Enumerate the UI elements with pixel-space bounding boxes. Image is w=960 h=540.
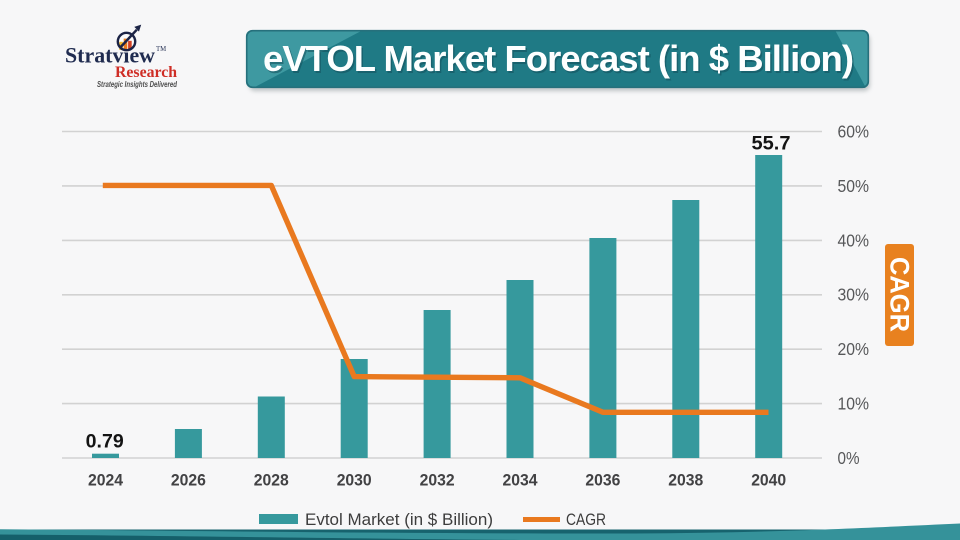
svg-text:2024: 2024 <box>88 471 123 490</box>
svg-text:Stratview: Stratview <box>65 42 155 67</box>
svg-text:2036: 2036 <box>585 471 620 490</box>
svg-text:eVTOL Market Forecast (in $ Bi: eVTOL Market Forecast (in $ Billion) <box>263 38 854 79</box>
svg-text:0%: 0% <box>838 448 860 468</box>
svg-text:30%: 30% <box>838 285 870 305</box>
svg-text:TM: TM <box>156 46 166 53</box>
svg-text:40%: 40% <box>838 230 870 250</box>
svg-text:eVTOL Market Forecast (in $ Bi: eVTOL Market Forecast (in $ Billion) <box>265 40 856 81</box>
svg-text:20%: 20% <box>838 339 870 359</box>
svg-text:CAGR: CAGR <box>566 510 606 529</box>
svg-text:2040: 2040 <box>751 471 786 490</box>
svg-text:2028: 2028 <box>254 471 289 490</box>
svg-text:0.79: 0.79 <box>86 431 124 453</box>
svg-text:2026: 2026 <box>171 471 206 490</box>
svg-text:2030: 2030 <box>337 471 372 490</box>
svg-text:Strategic Insights Delivered: Strategic Insights Delivered <box>97 79 178 89</box>
svg-text:CAGR: CAGR <box>885 257 915 332</box>
svg-text:2032: 2032 <box>420 471 455 490</box>
svg-text:Research: Research <box>115 64 177 81</box>
svg-text:2038: 2038 <box>668 471 703 490</box>
svg-text:55.7: 55.7 <box>752 133 791 155</box>
svg-text:Evtol Market (in $ Billion): Evtol Market (in $ Billion) <box>305 510 493 529</box>
svg-text:10%: 10% <box>838 394 870 414</box>
svg-text:50%: 50% <box>838 176 870 196</box>
svg-text:60%: 60% <box>838 121 870 141</box>
svg-text:2034: 2034 <box>503 471 538 490</box>
